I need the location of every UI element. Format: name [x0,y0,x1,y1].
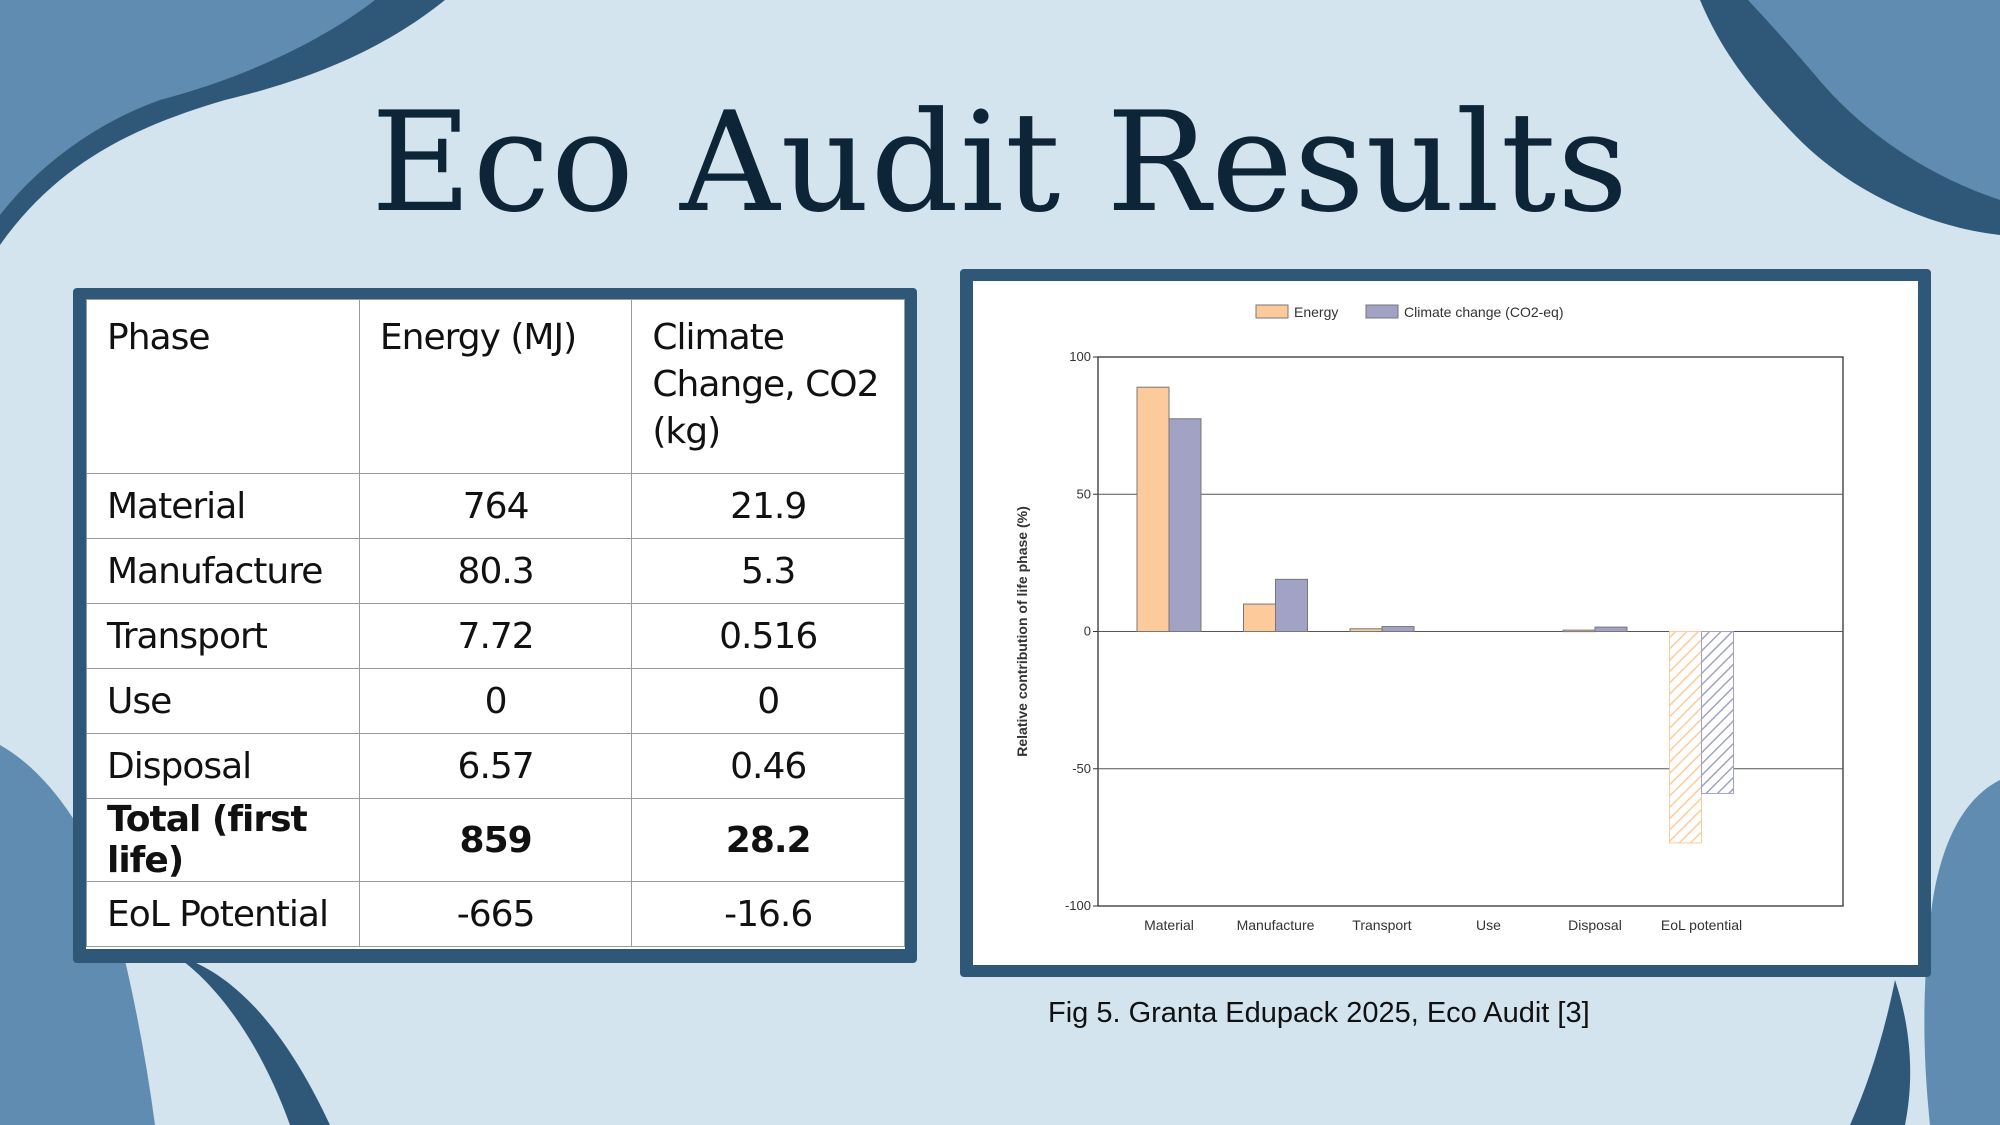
co2-cell: 0.516 [631,603,905,669]
energy-cell: -665 [358,881,633,947]
eco-audit-table: Phase Energy (MJ) Climate Change, CO2 (k… [86,299,905,947]
bar-energy [1349,628,1383,633]
bar-energy [1669,631,1702,844]
x-tick-label: Disposal [1568,917,1622,933]
table-row: EoL Potential -665 -16.6 [86,881,905,947]
table-row: Use 0 0 [86,668,905,734]
bar-energy [1136,386,1170,632]
x-tick-label: Material [1144,917,1194,933]
y-tick-label: -50 [1072,761,1091,776]
y-axis-label: Relative contribution of life phase (%) [1014,506,1030,756]
energy-cell: 6.57 [358,733,633,799]
legend-label: Energy [1294,304,1338,320]
legend-swatch [1255,304,1289,319]
y-tick-label: 0 [1084,624,1091,639]
co2-cell: 0.46 [631,733,905,799]
table-row: Transport 7.72 0.516 [86,603,905,669]
table-row-total: Total (first life) 859 28.2 [86,798,905,882]
chart-svg: 100 50 0 -50 -100 Relative contribution of li… [1014,304,1844,933]
legend-swatch [1365,304,1399,319]
table-row: Disposal 6.57 0.46 [86,733,905,799]
co2-cell: 0 [631,668,905,734]
y-tick-label: -100 [1065,898,1091,913]
table-row: Material 764 21.9 [86,473,905,539]
bar-climate [1381,626,1415,632]
phase-cell: Transport [86,603,360,669]
energy-cell: 764 [358,473,633,539]
table-header-row: Phase Energy (MJ) Climate Change, CO2 (k… [86,299,905,474]
table-frame: Phase Energy (MJ) Climate Change, CO2 (k… [73,288,917,963]
co2-cell: -16.6 [631,881,905,947]
bar-climate [1594,626,1628,633]
figure-caption: Fig 5. Granta Edupack 2025, Eco Audit [3… [1048,997,1590,1029]
co2-cell: 5.3 [631,538,905,604]
energy-cell: 0 [358,668,633,734]
phase-cell: Use [86,668,360,734]
phase-cell: Total (first life) [86,798,360,882]
bar-climate [1701,631,1734,794]
energy-cell: 859 [358,798,633,882]
x-tick-label: Use [1476,917,1501,933]
co2-cell: 28.2 [631,798,905,882]
phase-cell: Material [86,473,360,539]
phase-cell: Manufacture [86,538,360,604]
y-tick-label: 100 [1069,349,1091,364]
bar-energy [1243,603,1276,632]
bar-climate [1168,418,1202,632]
header-energy: Energy (MJ) [358,299,633,474]
eco-audit-chart: 100 50 0 -50 -100 Relative contribution of li… [973,281,1918,965]
energy-cell: 7.72 [358,603,633,669]
chart-frame: 100 50 0 -50 -100 Relative contribution of li… [960,269,1931,977]
slide-title: Eco Audit Results [371,82,1629,243]
bar-climate [1275,578,1308,632]
table-panel: Phase Energy (MJ) Climate Change, CO2 (k… [86,299,905,949]
header-co2: Climate Change, CO2 (kg) [631,299,905,474]
header-phase: Phase [86,299,360,474]
co2-cell: 21.9 [631,473,905,539]
x-tick-label: Manufacture [1237,917,1315,933]
y-tick-label: 50 [1077,486,1091,501]
phase-cell: EoL Potential [86,881,360,947]
x-tick-label: Transport [1352,917,1412,933]
energy-cell: 80.3 [358,538,633,604]
x-tick-label: EoL potential [1661,917,1742,933]
table-row: Manufacture 80.3 5.3 [86,538,905,604]
bar-energy [1562,629,1596,633]
phase-cell: Disposal [86,733,360,799]
legend-label: Climate change (CO2-eq) [1404,304,1564,320]
